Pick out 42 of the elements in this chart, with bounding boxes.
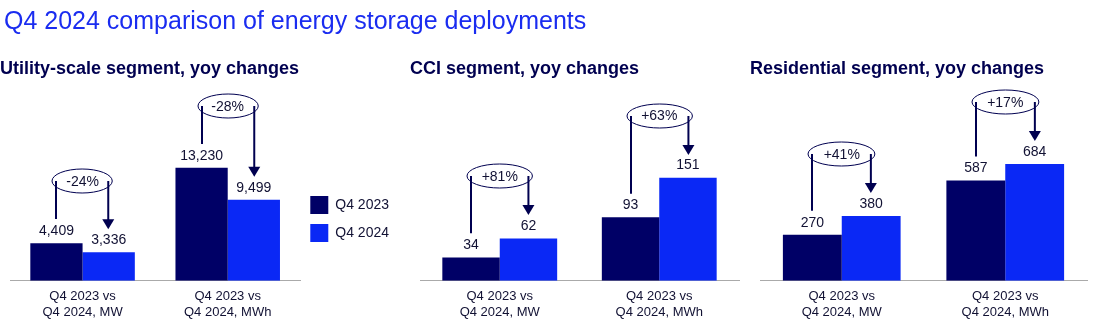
- data-label: 13,230: [180, 146, 224, 163]
- text: -28%: [211, 97, 245, 114]
- bar: [442, 257, 500, 281]
- legend-label: Q4 2023: [335, 195, 390, 212]
- data-label: 4,409: [38, 222, 75, 239]
- data-label: 587: [964, 159, 988, 176]
- bar: [782, 234, 842, 281]
- legend-label: Q4 2024: [335, 223, 390, 240]
- data-label: 9,499: [236, 178, 272, 195]
- annotation: +81%: [481, 168, 518, 185]
- bar: [175, 167, 228, 281]
- text: +41%: [823, 145, 860, 162]
- data-label: 151: [676, 156, 700, 173]
- bar: [946, 180, 1006, 281]
- bar: [82, 252, 135, 281]
- bar: [227, 199, 280, 281]
- x-tick-label: Q4 2023 vs Q4 2024, MWh: [961, 288, 1049, 319]
- x-tick-label: Q4 2023 vs Q4 2024, MWh: [615, 288, 703, 319]
- bar: [841, 215, 901, 281]
- data-label: 62: [520, 217, 537, 234]
- text: +63%: [641, 107, 678, 124]
- text: +17%: [987, 93, 1024, 110]
- data-label: 380: [859, 194, 884, 211]
- bar: [601, 217, 660, 281]
- data-label: 34: [463, 236, 480, 253]
- bar: [659, 177, 717, 281]
- data-label: 270: [800, 213, 825, 230]
- x-tick-label: Q4 2023 vs Q4 2024, MW: [459, 288, 541, 319]
- text: Q4 2024 comparison of energy storage deployments: [4, 6, 587, 35]
- x-tick-label: Q4 2023 vs Q4 2024, MWh: [184, 288, 272, 319]
- data-label: 684: [1023, 142, 1047, 159]
- chart-title: Residential segment, yoy changes: [750, 58, 1046, 80]
- x-tick-label: Q4 2023 vs Q4 2024, MW: [42, 288, 124, 319]
- data-label: 3,336: [91, 231, 127, 248]
- chart-title: CCI segment, yoy changes: [410, 58, 641, 80]
- x-tick-label: Q4 2023 vs Q4 2024, MW: [801, 288, 883, 319]
- annotation: -24%: [66, 173, 99, 190]
- data-label: 93: [622, 196, 639, 213]
- bar: [30, 243, 83, 281]
- bar: [499, 238, 558, 281]
- bar: [1005, 163, 1065, 281]
- chart-title: Utility-scale segment, yoy changes: [0, 58, 301, 80]
